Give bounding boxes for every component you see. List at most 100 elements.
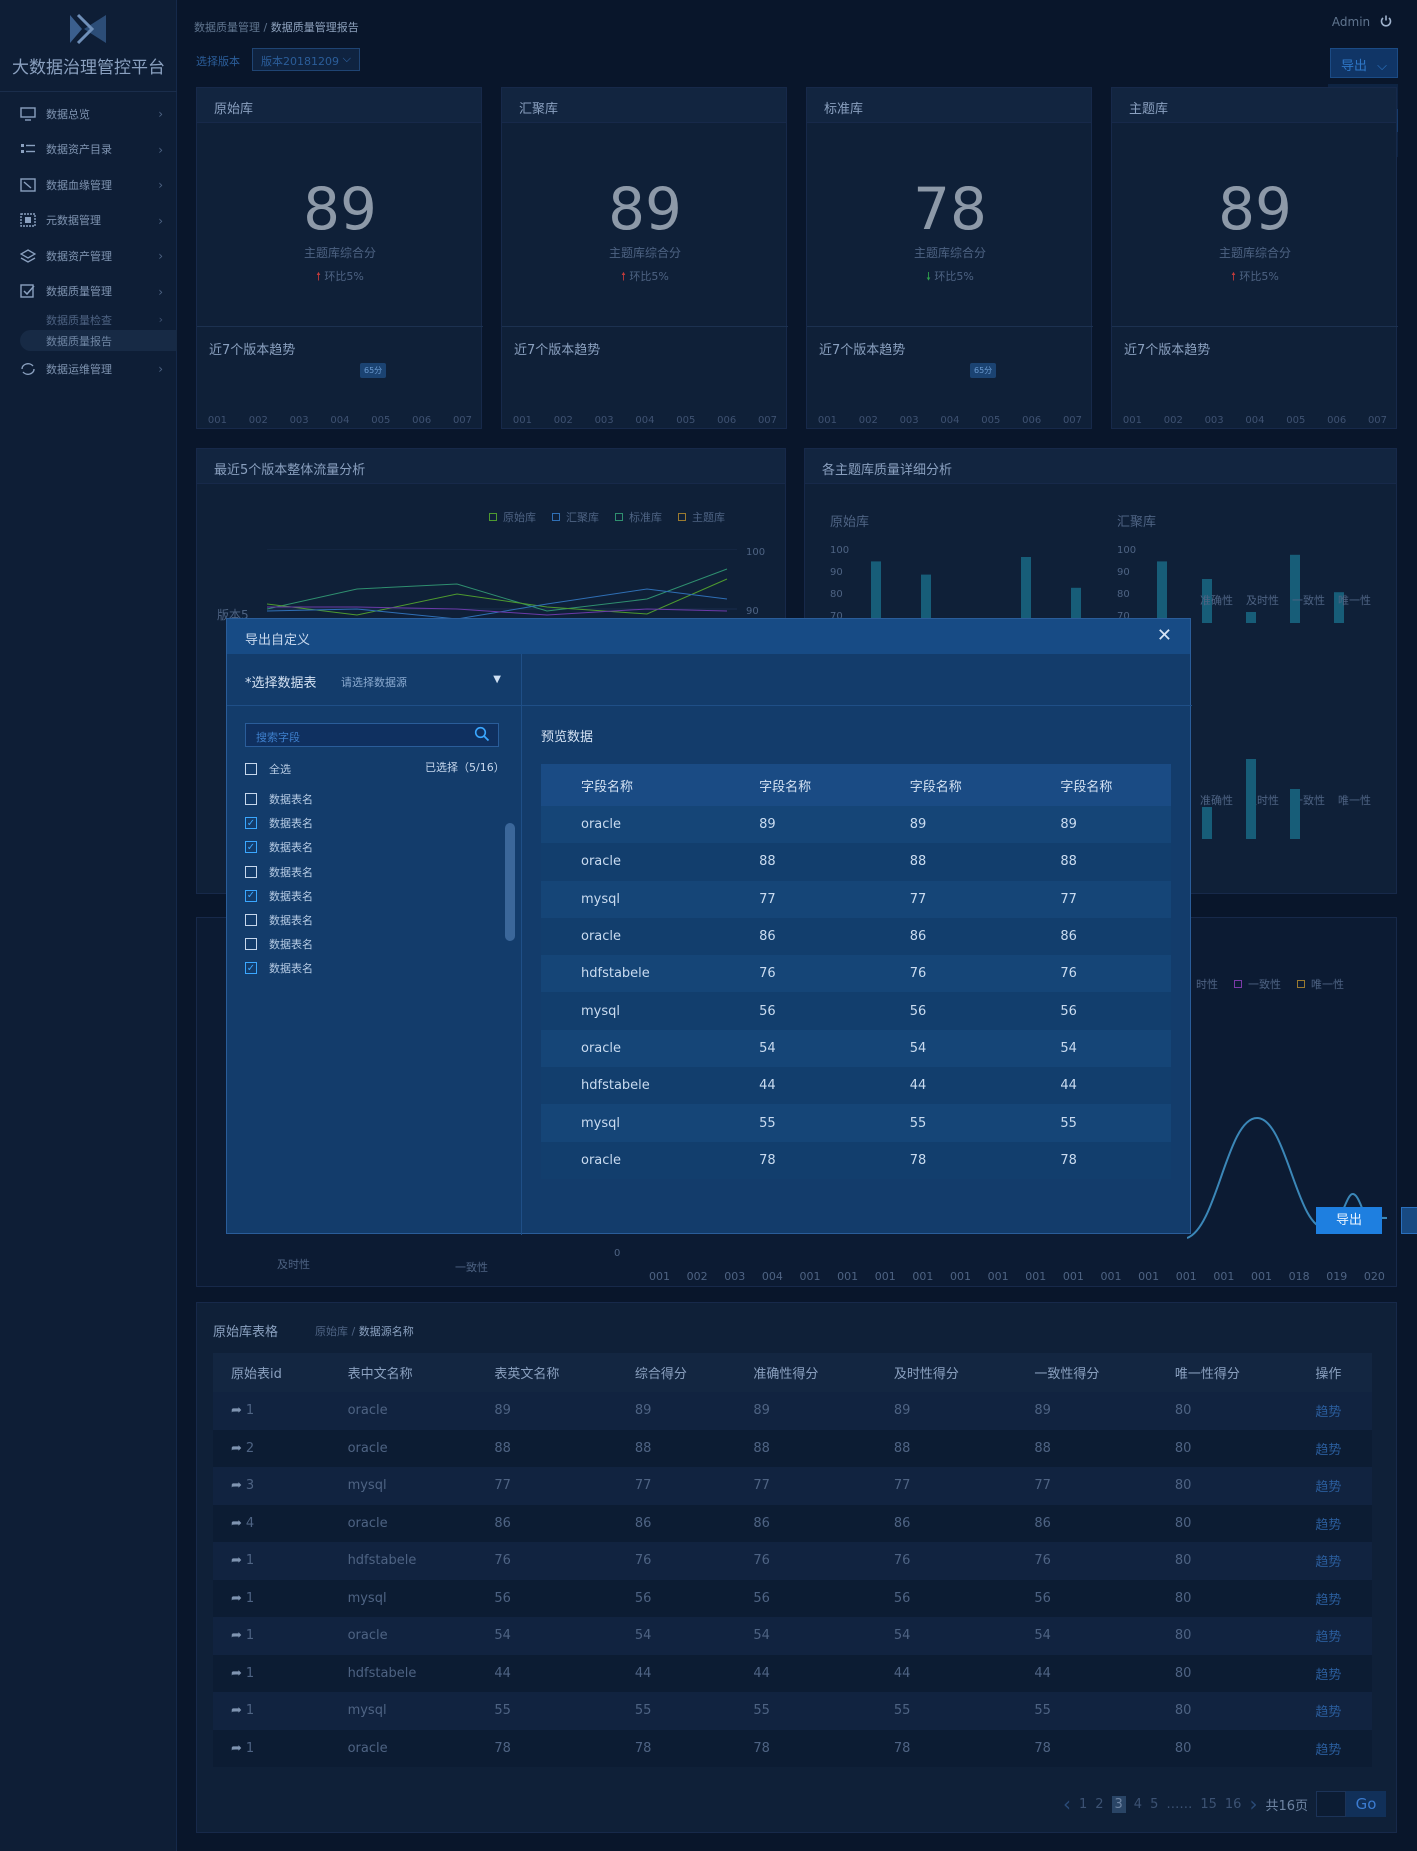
datasource-select[interactable]: 请选择数据源 ▼ [341,674,501,690]
field-checkbox[interactable]: ✓ 数据表名 [245,815,313,831]
column-header[interactable]: 表英文名称 [476,1353,617,1392]
trend-link[interactable]: 趋势 [1315,1517,1342,1533]
table-select-row: *选择数据表 请选择数据源 ▼ [227,654,1192,706]
chevron-left-icon[interactable]: ‹ [1062,1792,1071,1816]
column-header[interactable]: 一致性得分 [1016,1353,1157,1392]
column-header[interactable]: 准确性得分 [735,1353,876,1392]
user-menu[interactable]: Admin [1332,15,1392,29]
close-icon[interactable]: ✕ [1156,625,1172,646]
legend-item[interactable]: 一致性 [1234,976,1281,992]
scrollbar[interactable] [505,823,515,941]
trend-link[interactable]: 趋势 [1315,1630,1342,1646]
table-cell[interactable]: 趋势 [1297,1392,1372,1430]
table-cell[interactable]: 趋势 [1297,1617,1372,1655]
table-cell[interactable]: 趋势 [1297,1504,1372,1542]
share-arrow-icon[interactable]: ➦ [231,1740,242,1756]
column-header[interactable]: 操作 [1297,1353,1372,1392]
field-checkbox[interactable]: ✓ 数据表名 [245,960,313,976]
table-cell[interactable]: 趋势 [1297,1429,1372,1467]
cancel-button[interactable]: 取消 [1401,1207,1417,1234]
trend-link[interactable]: 趋势 [1315,1555,1342,1571]
page-number[interactable]: …… [1166,1796,1193,1812]
chevron-right-icon[interactable]: › [1249,1792,1258,1816]
legend-item[interactable]: 标准库 [615,509,662,525]
sidebar-item[interactable]: 数据资产目录 › [0,132,177,168]
share-arrow-icon[interactable]: ➦ [231,1628,242,1644]
table-cell[interactable]: 趋势 [1297,1579,1372,1617]
trend-link[interactable]: 趋势 [1315,1442,1342,1458]
field-checkbox[interactable]: 数据表名 [245,791,313,807]
legend-item[interactable]: 汇聚库 [552,509,599,525]
page-number[interactable]: 16 [1224,1796,1242,1812]
table-cell[interactable]: 趋势 [1297,1692,1372,1730]
sidebar-item[interactable]: 数据质量管理 › [0,274,177,310]
share-arrow-icon[interactable]: ➦ [231,1478,242,1494]
legend-item[interactable]: 原始库 [489,509,536,525]
trend-link[interactable]: 趋势 [1315,1405,1342,1421]
page-jump-input[interactable] [1316,1791,1346,1817]
share-arrow-icon[interactable]: ➦ [231,1590,242,1606]
export-confirm-button[interactable]: 导出 [1316,1207,1382,1234]
table-cell: 78 [1016,1729,1157,1767]
sidebar-item[interactable]: 元数据管理 › [0,203,177,239]
search-icon[interactable] [474,726,490,742]
cell-value: 76 [753,1553,770,1569]
export-button[interactable]: 导出 ⌵ [1330,48,1398,78]
column-header[interactable]: 综合得分 [616,1353,736,1392]
table-cell[interactable]: 趋势 [1297,1542,1372,1580]
sidebar-item[interactable]: 数据资产管理 › [0,238,177,274]
share-arrow-icon[interactable]: ➦ [231,1440,242,1456]
page-number[interactable]: 4 [1133,1796,1143,1812]
detail-category: 准确性 [1200,794,1233,807]
lower-x-tick: 001 [1175,1270,1197,1283]
page-number[interactable]: 15 [1200,1796,1217,1812]
field-checkbox[interactable]: ✓ 数据表名 [245,888,313,904]
column-header[interactable]: 原始表id [213,1353,330,1392]
page-number[interactable]: 3 [1111,1795,1126,1813]
cell-value: 89 [1034,1403,1051,1419]
column-header[interactable]: 唯一性得分 [1156,1353,1298,1392]
share-arrow-icon[interactable]: ➦ [231,1703,242,1719]
trend-link[interactable]: 趋势 [1315,1667,1342,1683]
trend-link[interactable]: 趋势 [1315,1592,1342,1608]
go-button[interactable]: Go [1346,1791,1386,1817]
page-number[interactable]: 1 [1078,1796,1088,1812]
field-checkbox[interactable]: 数据表名 [245,912,313,928]
trend-link[interactable]: 趋势 [1315,1480,1342,1496]
sidebar-item[interactable]: 数据总览 › [0,96,177,132]
sidebar-subitem[interactable]: 数据质量检查 › [0,309,177,330]
chevron-down-icon: ⌵ [342,52,351,65]
column-header[interactable]: 表中文名称 [329,1353,477,1392]
power-icon[interactable] [1380,15,1392,27]
table-crumb-parent[interactable]: 原始库 / [315,1325,356,1338]
bar [1202,579,1212,623]
chevron-right-icon: › [158,178,163,192]
sidebar-item[interactable]: 数据血缘管理 › [0,167,177,203]
sidebar-subitem[interactable]: 数据质量报告 [20,330,177,351]
column-header[interactable]: 及时性得分 [875,1353,1017,1392]
table-cell[interactable]: 趋势 [1297,1654,1372,1692]
legend-item[interactable]: 唯一性 [1297,976,1344,992]
share-arrow-icon[interactable]: ➦ [231,1403,242,1419]
version-select[interactable]: 版本20181209 ⌵ [252,48,360,71]
sidebar-item[interactable]: 数据运维管理 › [0,351,177,387]
share-arrow-icon[interactable]: ➦ [231,1553,242,1569]
gauge-change-text: 环比5% [629,270,669,283]
table-cell[interactable]: 趋势 [1297,1729,1372,1767]
share-arrow-icon[interactable]: ➦ [231,1515,242,1531]
field-search-input[interactable]: 搜索字段 [245,723,499,747]
legend-item[interactable]: 主题库 [678,509,725,525]
table-cell[interactable]: 趋势 [1297,1467,1372,1505]
cell-value: 86 [1034,1515,1051,1531]
detail-sub1: 原始库 [830,515,870,530]
field-checkbox[interactable]: ✓ 数据表名 [245,839,313,855]
field-checkbox[interactable]: 数据表名 [245,936,313,952]
trend-link[interactable]: 趋势 [1315,1705,1342,1721]
trend-link[interactable]: 趋势 [1315,1742,1342,1758]
select-all-checkbox[interactable]: 全选 [245,761,291,777]
share-arrow-icon[interactable]: ➦ [231,1665,242,1681]
breadcrumb-parent[interactable]: 数据质量管理 / [194,21,268,34]
field-checkbox[interactable]: 数据表名 [245,864,313,880]
page-number[interactable]: 2 [1095,1796,1104,1812]
page-number[interactable]: 5 [1150,1796,1159,1812]
